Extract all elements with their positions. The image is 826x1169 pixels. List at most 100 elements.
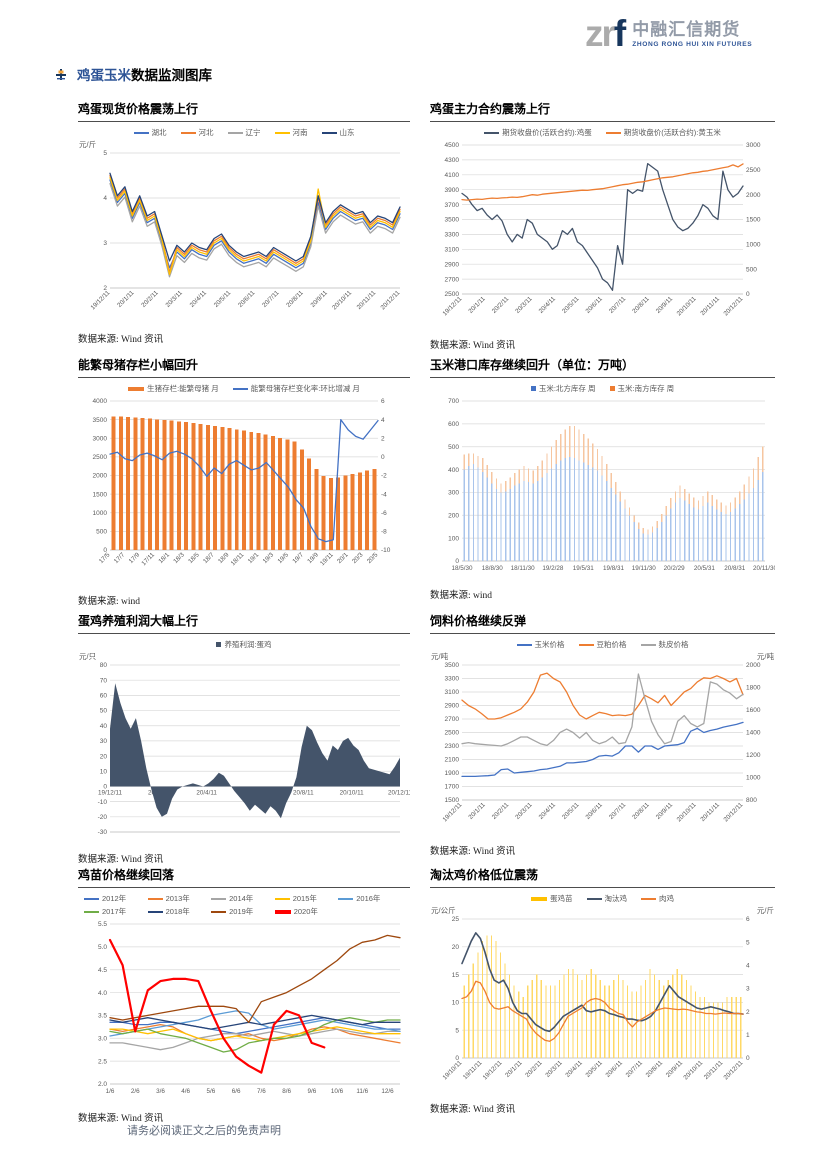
svg-text:20/12/11: 20/12/11 <box>722 1059 744 1081</box>
legend-label: 玉米价格 <box>534 640 565 649</box>
chart-svg: 2.0 2.5 3.0 3.5 4.0 4.5 5.0 5.5 1/6 2/6 3/6 4/6 5/6 6… <box>98 921 401 1095</box>
chart-canvas-egg-spot: 2 3 4 5 元/斤 19/12/11 20/1/11 20/2/11 20/3/11 20/4… <box>78 138 410 325</box>
legend-label: 2017年 <box>102 907 127 916</box>
svg-text:4.0: 4.0 <box>98 990 107 997</box>
svg-text:2500: 2500 <box>445 730 460 737</box>
svg-text:0: 0 <box>381 454 385 461</box>
svg-text:2900: 2900 <box>445 261 460 268</box>
chart-title: 鸡蛋主力合约震荡上行 <box>430 100 775 122</box>
legend-marker <box>147 910 163 913</box>
legend-item: 2019年 <box>211 906 275 917</box>
section-header: 鸡蛋玉米数据监测图库 <box>55 64 212 84</box>
svg-text:40: 40 <box>100 723 108 730</box>
svg-text:20/11/11: 20/11/11 <box>699 295 721 317</box>
svg-text:20/11/30: 20/11/30 <box>753 565 775 572</box>
svg-text:20/7/11: 20/7/11 <box>608 801 628 821</box>
legend-item: 2015年 <box>274 893 339 904</box>
svg-text:20/6/11: 20/6/11 <box>605 1059 625 1079</box>
svg-text:2000: 2000 <box>93 473 108 480</box>
svg-text:15: 15 <box>452 972 460 979</box>
legend-marker <box>128 386 145 391</box>
legend-item: 肉鸡 <box>641 893 674 904</box>
chart-legend: 玉米:北方库存 周 玉米:南方库存 周 <box>430 383 775 394</box>
svg-text:1200: 1200 <box>746 752 761 759</box>
legend-item: 玉米:南方库存 周 <box>609 383 674 394</box>
svg-text:-2: -2 <box>381 473 387 480</box>
svg-text:500: 500 <box>448 444 459 451</box>
svg-text:19/11: 19/11 <box>319 551 335 567</box>
svg-text:25: 25 <box>452 916 460 923</box>
svg-text:1700: 1700 <box>445 784 460 791</box>
svg-text:20/8/11: 20/8/11 <box>631 801 651 821</box>
legend-marker <box>84 910 99 913</box>
svg-text:20/5: 20/5 <box>366 551 380 565</box>
svg-text:20/3/11: 20/3/11 <box>514 801 534 821</box>
svg-text:3300: 3300 <box>445 676 460 683</box>
svg-text:1000: 1000 <box>746 242 761 249</box>
svg-text:700: 700 <box>448 398 459 405</box>
data-source: 数据来源: Wind 资讯 <box>78 855 164 865</box>
svg-text:9/6: 9/6 <box>307 1088 316 1095</box>
legend-label: 麸皮价格 <box>658 640 689 649</box>
legend-label: 河北 <box>198 128 214 137</box>
svg-text:6/6: 6/6 <box>232 1088 241 1095</box>
legend-item: 生猪存栏:能繁母猪 月 <box>128 383 219 394</box>
svg-text:20/3/11: 20/3/11 <box>514 295 534 315</box>
legend-item: 期货收盘价(活跃合约):鸡蛋 <box>484 127 592 138</box>
svg-text:2500: 2500 <box>746 167 761 174</box>
svg-text:元/斤: 元/斤 <box>757 905 774 915</box>
logo-zr: zr <box>585 13 616 54</box>
legend-item: 湖北 <box>133 127 167 138</box>
svg-text:20/12/11: 20/12/11 <box>722 295 744 317</box>
svg-text:20/11/11: 20/11/11 <box>703 1059 725 1081</box>
legend-marker <box>227 131 243 134</box>
chart-block-sow-stock: 能繁母猪存栏小幅回升 生猪存栏:能繁母猪 月 能繁母猪存栏变化率:环比增减 月 0… <box>78 356 410 607</box>
svg-text:18/11: 18/11 <box>230 551 246 567</box>
svg-text:20/7/11: 20/7/11 <box>625 1059 645 1079</box>
legend-marker <box>530 386 536 391</box>
svg-text:2100: 2100 <box>445 757 460 764</box>
svg-text:20/5/11: 20/5/11 <box>213 289 233 309</box>
svg-text:18/5/30: 18/5/30 <box>451 565 473 572</box>
svg-text:20/5/11: 20/5/11 <box>561 295 581 315</box>
chart-block-chick-price: 鸡苗价格继续回落 2012年 2013年 2014年 2015年 2016年 2017年 2… <box>78 866 410 1124</box>
legend-item: 2012年 <box>84 893 148 904</box>
svg-text:19/12/11: 19/12/11 <box>441 295 463 317</box>
svg-text:20/5/11: 20/5/11 <box>561 801 581 821</box>
svg-text:17/11: 17/11 <box>140 551 156 567</box>
svg-text:20/12/11: 20/12/11 <box>722 801 744 823</box>
svg-text:3900: 3900 <box>445 187 460 194</box>
svg-text:11/6: 11/6 <box>356 1088 368 1095</box>
legend-marker <box>232 387 248 390</box>
legend-marker <box>274 909 291 914</box>
data-source: 数据来源: wind <box>430 591 493 601</box>
legend-item: 淘汰鸡 <box>586 893 627 904</box>
legend-marker <box>609 386 615 391</box>
legend-item: 豆粕价格 <box>578 639 627 650</box>
svg-text:1: 1 <box>746 1032 750 1039</box>
svg-text:20/2/29: 20/2/29 <box>664 565 686 572</box>
legend-marker <box>211 897 227 900</box>
legend-item: 河南 <box>274 127 308 138</box>
brand-name-cn: 中融汇信期货 <box>632 19 741 39</box>
svg-text:12/6: 12/6 <box>381 1088 394 1095</box>
svg-text:200: 200 <box>448 512 459 519</box>
svg-text:0: 0 <box>103 784 107 791</box>
legend-marker <box>84 897 99 900</box>
legend-item: 2014年 <box>211 893 275 904</box>
svg-text:-10: -10 <box>381 547 391 554</box>
logo-mark: zrf <box>585 13 626 54</box>
legend-label: 玉米:北方库存 周 <box>538 384 596 393</box>
legend-marker <box>578 643 594 646</box>
svg-text:3/6: 3/6 <box>156 1088 165 1095</box>
svg-text:2.5: 2.5 <box>98 1058 107 1065</box>
legend-label: 期货收盘价(活跃合约):鸡蛋 <box>502 128 592 137</box>
legend-marker <box>147 897 163 900</box>
svg-text:2000: 2000 <box>746 662 761 669</box>
svg-text:300: 300 <box>448 490 459 497</box>
svg-text:2000: 2000 <box>746 192 761 199</box>
legend-label: 湖北 <box>151 128 167 137</box>
legend-item: 麸皮价格 <box>640 639 689 650</box>
svg-text:20/3: 20/3 <box>351 551 365 565</box>
